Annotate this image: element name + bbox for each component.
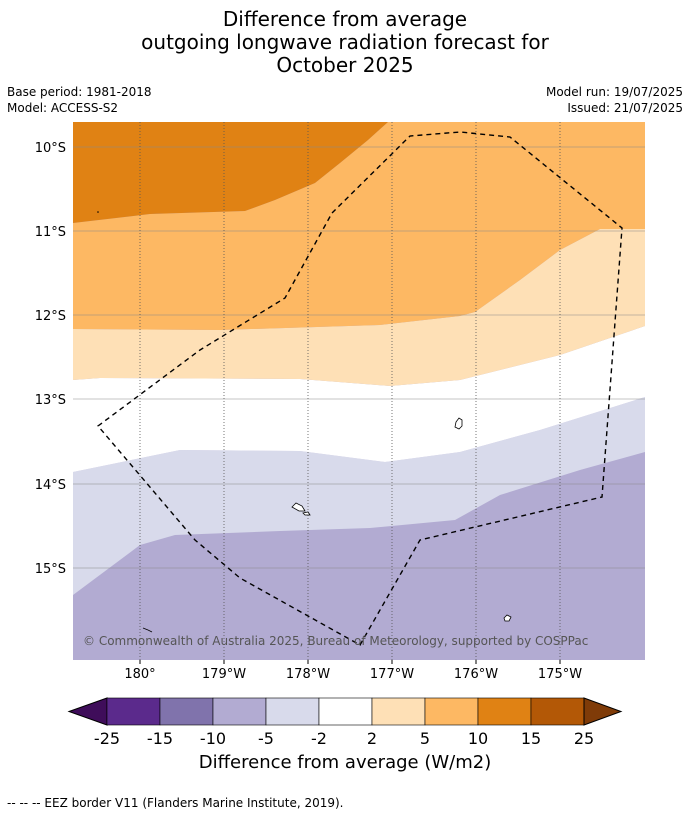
colorbar-extend-high: [583, 697, 623, 726]
lat-label: 15°S: [35, 562, 66, 577]
colorbar-tick-label: 2: [367, 729, 377, 748]
colorbar-tick-label: -5: [258, 729, 274, 748]
longitude-ticks: [139, 660, 561, 664]
colorbar-swatch: [530, 697, 585, 726]
colorbar-tick-label: 25: [574, 729, 594, 748]
colorbar-swatch: [265, 697, 320, 726]
colorbar-swatch: [212, 697, 267, 726]
colorbar-label: Difference from average (W/m2): [198, 752, 492, 773]
meta-left: Base period: 1981-2018 Model: ACCESS-S2: [7, 84, 152, 116]
island-reef: [142, 627, 153, 633]
colorbar-tick-label: 15: [521, 729, 541, 748]
islands: [97, 211, 512, 633]
meta-right: Model run: 19/07/2025 Issued: 21/07/2025: [546, 84, 683, 116]
base-period: Base period: 1981-2018: [7, 85, 152, 99]
eez-border: [96, 131, 623, 646]
latitude-labels: 10°S 11°S 12°S 13°S 14°S 15°S: [35, 141, 66, 577]
latitude-gridlines: [73, 146, 645, 569]
band-2-5: [73, 229, 645, 386]
colorbar-tick-label: -2: [311, 729, 327, 748]
title-line-3: October 2025: [276, 53, 414, 77]
colorbar-swatch: [318, 697, 373, 726]
lon-label: 180°: [124, 667, 155, 682]
lat-label: 12°S: [35, 309, 66, 324]
colorbar: -25 -15 -10 -5 -2 2 5 10 15 25: [67, 697, 623, 748]
lon-label: 177°W: [370, 667, 414, 682]
lon-label: 178°W: [286, 667, 330, 682]
colorbar-swatch: [477, 697, 532, 726]
island-alofi: [302, 511, 311, 516]
colorbar-swatch: [159, 697, 214, 726]
title-line-2: outgoing longwave radiation forecast for: [141, 30, 549, 54]
title-line-1: Difference from average: [222, 7, 468, 31]
colorbar-tick-label: 10: [468, 729, 488, 748]
band-5-10: [73, 122, 645, 330]
copyright-text: © Commonwealth of Australia 2025, Bureau…: [83, 634, 588, 648]
map-plot: © Commonwealth of Australia 2025, Bureau…: [73, 122, 645, 660]
band-minus2-minus5: [73, 397, 645, 595]
colorbar-swatch: [424, 697, 479, 726]
island-uvea: [454, 417, 463, 430]
lat-label: 14°S: [35, 478, 66, 493]
colorbar-tick-label: -15: [147, 729, 173, 748]
lon-label: 175°W: [538, 667, 582, 682]
model-name: Model: ACCESS-S2: [7, 101, 119, 115]
colorbar-extend-low: [67, 697, 108, 726]
island-futuna: [291, 502, 306, 512]
colorbar-tick-label: 5: [420, 729, 430, 748]
lon-label: 176°W: [454, 667, 498, 682]
lat-label: 10°S: [35, 141, 66, 156]
footnote: -- -- -- EEZ border V11 (Flanders Marine…: [7, 796, 344, 810]
lon-label: 179°W: [202, 667, 246, 682]
colorbar-swatch: [106, 697, 161, 726]
colorbar-swatch: [371, 697, 426, 726]
colorbar-tick-label: -25: [94, 729, 120, 748]
model-run: Model run: 19/07/2025: [545, 85, 683, 99]
lat-label: 11°S: [35, 225, 66, 240]
lat-label: 13°S: [35, 393, 66, 408]
colorbar-tick-label: -10: [200, 729, 226, 748]
island-dot: [97, 211, 99, 213]
island-south-east: [503, 614, 512, 622]
map-title: Difference from average outgoing longwav…: [0, 8, 690, 77]
longitude-labels: 180° 179°W 178°W 177°W 176°W 175°W: [124, 667, 582, 682]
issued-date: Issued: 21/07/2025: [567, 101, 683, 115]
